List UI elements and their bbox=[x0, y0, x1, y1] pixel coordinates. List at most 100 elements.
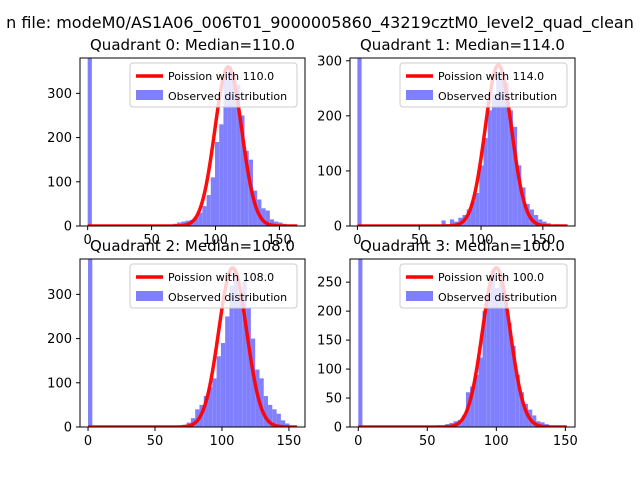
histogram-bar bbox=[521, 187, 526, 226]
histogram-bar bbox=[88, 259, 93, 427]
histogram-bar bbox=[202, 206, 207, 226]
y-tick-label: 100 bbox=[317, 164, 342, 179]
histogram-bar bbox=[475, 192, 480, 226]
histogram-bar bbox=[238, 294, 243, 427]
x-tick-label: 150 bbox=[267, 233, 292, 248]
legend: Poission with 114.0 Observed distribution bbox=[399, 62, 568, 108]
histogram-bar bbox=[198, 212, 203, 226]
histogram-bar bbox=[449, 219, 455, 226]
x-tick-label: 100 bbox=[210, 434, 235, 449]
histogram-bar bbox=[499, 276, 504, 427]
x-tick-label: 0 bbox=[353, 233, 361, 248]
y-tick-label: 100 bbox=[47, 175, 72, 190]
histogram-bar bbox=[491, 93, 497, 226]
histogram-bar bbox=[533, 214, 539, 226]
legend: Poission with 100.0 Observed distribution bbox=[399, 263, 568, 309]
histogram-bar bbox=[244, 150, 249, 226]
legend-entry-observed: Observed distribution bbox=[438, 90, 557, 103]
histogram-bar bbox=[487, 110, 492, 226]
histogram-bar bbox=[269, 219, 275, 226]
histogram-bar bbox=[212, 378, 217, 427]
histogram-bar bbox=[496, 71, 501, 226]
y-tick-label: 300 bbox=[47, 288, 72, 303]
histogram-bar bbox=[507, 322, 512, 427]
histogram-bar bbox=[225, 316, 230, 427]
legend-swatch-bar bbox=[136, 90, 163, 100]
legend-box bbox=[399, 62, 568, 108]
y-tick-label: 200 bbox=[317, 305, 342, 320]
histogram-bar bbox=[246, 307, 251, 427]
panel-title: Quadrant 1: Median=114.0 bbox=[360, 36, 565, 54]
histogram-bar bbox=[242, 281, 247, 427]
histogram-bar bbox=[274, 221, 279, 226]
legend-entry-poisson: Poission with 114.0 bbox=[438, 70, 544, 83]
x-tick-label: 0 bbox=[84, 233, 92, 248]
histogram-bar bbox=[490, 270, 495, 427]
y-tick-label: 50 bbox=[325, 392, 342, 407]
y-tick-label: 300 bbox=[317, 54, 342, 69]
y-tick-label: 250 bbox=[317, 276, 342, 291]
histogram-bar bbox=[482, 311, 487, 427]
histogram-bar bbox=[512, 126, 518, 226]
histogram-bar bbox=[504, 82, 509, 226]
histogram-bar bbox=[470, 386, 475, 427]
histogram-bar bbox=[500, 77, 505, 226]
legend-swatch-bar bbox=[136, 291, 163, 301]
legend-entry-poisson: Poission with 110.0 bbox=[168, 70, 274, 83]
plot-area bbox=[86, 58, 299, 226]
histogram-bar bbox=[210, 177, 215, 226]
histogram-bar bbox=[206, 195, 211, 226]
histogram-bar bbox=[223, 80, 228, 226]
histogram-bar bbox=[193, 217, 199, 226]
y-tick-label: 300 bbox=[47, 87, 72, 102]
x-tick-label: 50 bbox=[143, 233, 160, 248]
histogram-bar bbox=[461, 415, 466, 427]
y-tick-label: 200 bbox=[317, 109, 342, 124]
histogram-bar bbox=[494, 287, 500, 427]
histogram-bar bbox=[259, 378, 264, 427]
axes-frame bbox=[349, 258, 576, 428]
histogram-bar bbox=[515, 374, 520, 427]
histogram-bar bbox=[470, 201, 476, 226]
histogram-bar bbox=[280, 420, 286, 427]
panel-title: Quadrant 3: Median=100.0 bbox=[360, 237, 565, 255]
histogram-bar bbox=[538, 219, 543, 226]
histogram-bar bbox=[486, 293, 491, 427]
y-tick-label: 200 bbox=[47, 131, 72, 146]
legend: Poission with 110.0 Observed distribution bbox=[129, 62, 298, 108]
histogram-bar bbox=[479, 165, 484, 226]
x-tick-label: 0 bbox=[354, 434, 362, 449]
histogram-bar bbox=[466, 209, 471, 226]
histogram-bar bbox=[216, 356, 221, 427]
histogram-bar bbox=[231, 75, 237, 226]
histogram-bar bbox=[233, 276, 239, 427]
histogram-bar bbox=[240, 115, 245, 226]
y-tick-label: 0 bbox=[334, 220, 342, 235]
histogram-bar bbox=[519, 392, 524, 427]
panel-title: Quadrant 2: Median=108.0 bbox=[90, 237, 295, 255]
histogram-bar bbox=[87, 58, 92, 226]
histogram-bar bbox=[508, 110, 513, 226]
panel-q1: 0 50 100 150 0 100 200 300 Quadrant 1: Median=11… bbox=[317, 36, 576, 248]
legend-entry-poisson: Poission with 100.0 bbox=[438, 271, 544, 284]
x-tick-label: 50 bbox=[411, 233, 428, 248]
histogram-bar bbox=[263, 396, 269, 427]
histogram-bar bbox=[236, 84, 241, 226]
x-tick-label: 0 bbox=[84, 434, 92, 449]
histogram-bar bbox=[261, 208, 266, 226]
legend-swatch-bar bbox=[406, 90, 433, 100]
legend-box bbox=[129, 263, 298, 309]
histogram-bar bbox=[511, 345, 516, 427]
y-tick-label: 200 bbox=[47, 332, 72, 347]
histogram-bar bbox=[268, 404, 273, 427]
x-tick-label: 150 bbox=[277, 434, 302, 449]
histogram-bar bbox=[441, 220, 446, 226]
histogram-bar bbox=[229, 285, 234, 427]
legend-box bbox=[399, 263, 568, 309]
x-tick-label: 50 bbox=[419, 434, 436, 449]
histogram-bar bbox=[478, 357, 483, 427]
x-tick-label: 100 bbox=[203, 233, 228, 248]
histogram-bar bbox=[503, 293, 508, 427]
legend-box bbox=[129, 62, 298, 108]
legend: Poission with 108.0 Observed distribution bbox=[129, 263, 298, 309]
